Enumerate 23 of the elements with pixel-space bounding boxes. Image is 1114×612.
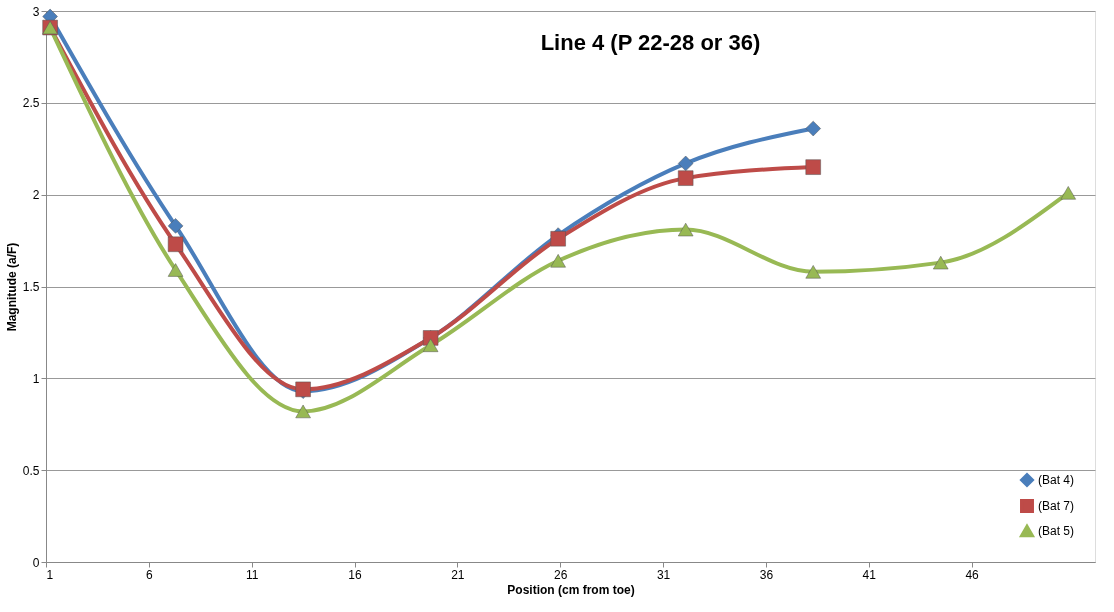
x-tick-label: 46 [965,567,980,582]
x-tick-label: 21 [451,567,465,582]
text: Line 4 (P 22-28 or 36) [540,30,761,55]
x-tick-label: 41 [862,567,877,582]
x-axis-title: Position (cm from toe) [507,582,635,597]
x-tick-label: 11 [245,567,259,582]
x-tick-label: 6 [146,567,153,582]
x-tick-label: 26 [554,567,568,582]
y-tick-label: 1 [32,371,40,386]
x-tick-label: 1 [46,567,54,582]
legend-label: (Bat 5) [1038,524,1075,538]
y-tick-label: 0 [32,555,40,570]
x-tick-label: 16 [348,567,363,582]
y-tick-label: 2 [32,188,40,203]
x-tick-label: 36 [759,567,774,582]
legend-label: (Bat 4) [1038,473,1075,487]
x-tick-label: 31 [656,567,671,582]
y-tick-label: 2.5 [22,96,40,111]
y-tick-label: 3 [32,4,40,19]
y-tick-label: 1.5 [22,280,40,294]
y-axis-title: Magnitude (a/F) [4,242,19,332]
y-tick-label: 0.5 [22,463,40,478]
legend-label: (Bat 7) [1038,499,1075,513]
